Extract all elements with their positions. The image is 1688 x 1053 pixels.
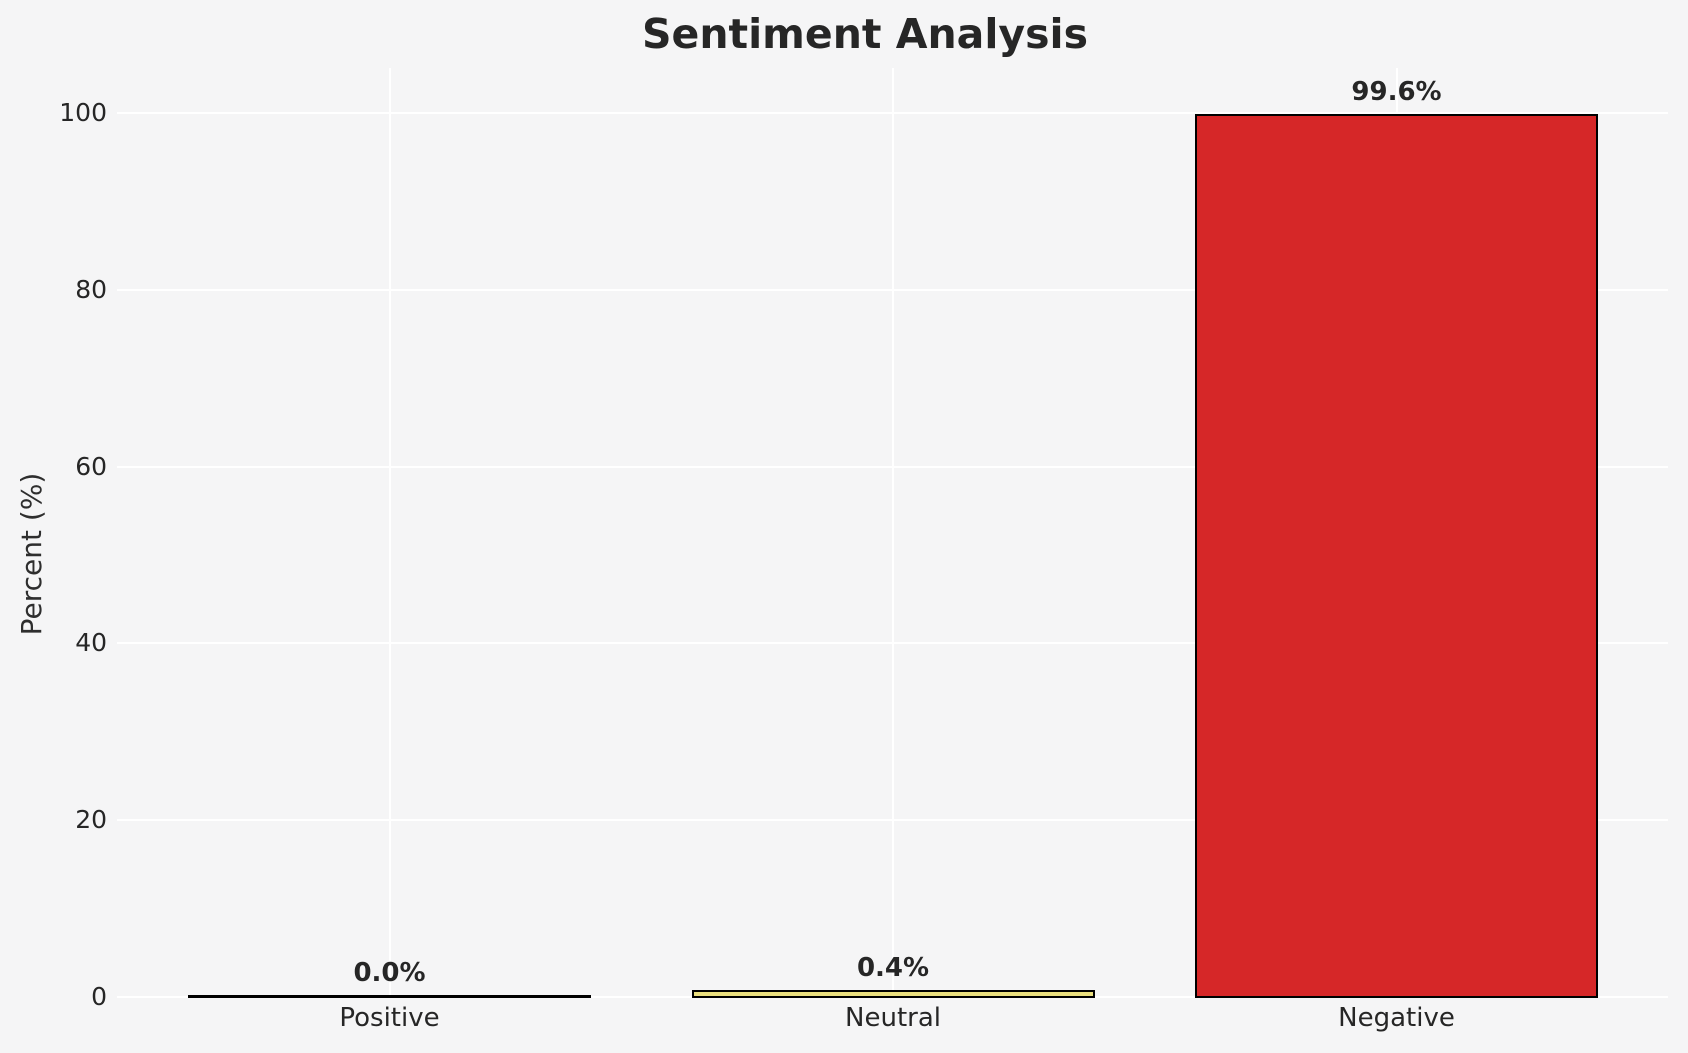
y-tick-label: 60: [75, 451, 107, 481]
chart-title: Sentiment Analysis: [642, 10, 1088, 58]
bar-value-label: 99.6%: [1351, 77, 1442, 107]
bar-negative: [1195, 114, 1598, 998]
bar-value-label: 0.4%: [856, 953, 930, 983]
y-tick-label: 20: [75, 805, 107, 835]
x-tick-label: Negative: [1338, 1003, 1455, 1033]
bar-positive: [188, 995, 591, 998]
y-tick-label: 0: [91, 982, 107, 1011]
y-axis-label: Percent (%): [15, 472, 48, 636]
bar-neutral: [691, 990, 1095, 998]
y-tick-label: 40: [75, 628, 107, 658]
x-tick-label: Neutral: [845, 1003, 941, 1033]
v-gridline: [388, 68, 391, 997]
y-tick-label: 100: [59, 98, 107, 127]
v-gridline: [892, 68, 894, 997]
x-tick-label: Positive: [339, 1003, 440, 1033]
y-tick-label: 80: [75, 274, 107, 304]
bar-value-label: 0.0%: [353, 958, 426, 988]
